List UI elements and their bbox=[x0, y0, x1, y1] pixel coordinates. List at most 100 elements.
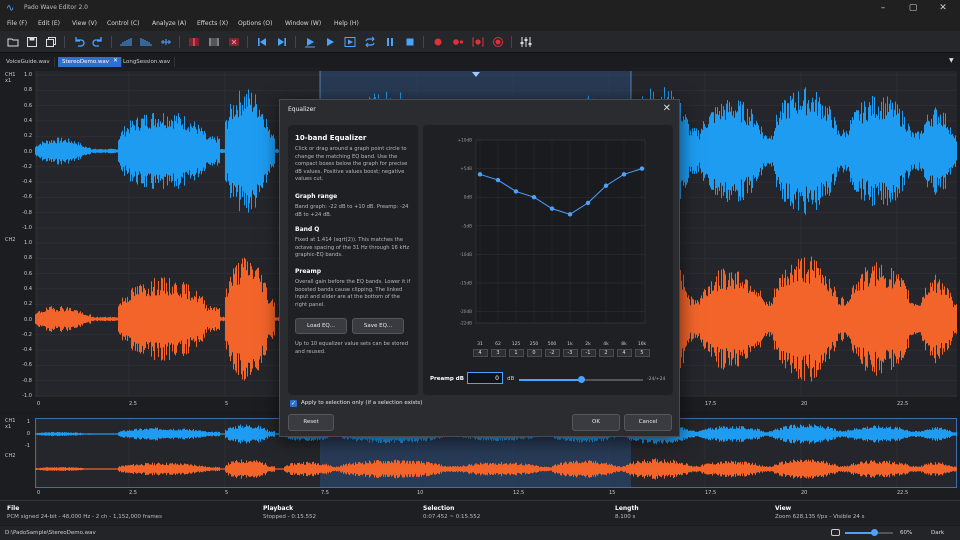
eq-band-value-500[interactable]: -2 bbox=[544, 349, 560, 357]
time-axis-label: 20 bbox=[801, 401, 808, 407]
pause-icon[interactable] bbox=[382, 34, 398, 50]
eq-band-value-16k[interactable]: 5 bbox=[634, 349, 650, 357]
record-selection-icon[interactable] bbox=[470, 34, 486, 50]
zoom-icon[interactable] bbox=[831, 529, 840, 536]
play-selection-icon[interactable] bbox=[342, 34, 358, 50]
status-playback-label: Playback bbox=[263, 505, 294, 512]
fade-out-icon[interactable] bbox=[138, 34, 154, 50]
save-all-icon[interactable] bbox=[43, 34, 59, 50]
open-icon[interactable] bbox=[5, 34, 21, 50]
loop-icon[interactable] bbox=[362, 34, 378, 50]
play-icon[interactable] bbox=[322, 34, 338, 50]
tab-label: StereoDemo.wav bbox=[62, 59, 110, 65]
eq-band-point-16k[interactable] bbox=[639, 166, 645, 171]
eq-band-point-8k[interactable] bbox=[621, 172, 627, 177]
menu-analyze[interactable]: Analyze (A) bbox=[152, 20, 187, 27]
eq-band-point-500[interactable] bbox=[549, 206, 555, 211]
tab-list-chevron-down-icon[interactable]: ▼ bbox=[949, 57, 954, 64]
redo-icon[interactable] bbox=[90, 34, 106, 50]
tab-longsession[interactable]: LongSession.wav bbox=[119, 57, 176, 67]
tab-voiceguide[interactable]: VoiceGuide.wav bbox=[2, 57, 55, 67]
maximize-icon[interactable]: ▢ bbox=[908, 3, 918, 13]
play-from-start-icon[interactable] bbox=[302, 34, 318, 50]
dialog-title: Equalizer bbox=[288, 106, 316, 113]
waveform-trace bbox=[35, 458, 957, 480]
save-eq-button[interactable]: Save EQ... bbox=[352, 318, 404, 334]
eq-y-tick-label: +10dB bbox=[458, 138, 472, 143]
eq-band-point-31[interactable] bbox=[477, 172, 483, 177]
status-bar: File PCM signed 24-bit - 48,000 Hz - 2 c… bbox=[0, 500, 960, 525]
y-axis-label: 0.8 bbox=[24, 87, 32, 94]
apply-selection-checkbox[interactable]: ✓ bbox=[290, 400, 297, 407]
overview-y-label: 1 bbox=[26, 419, 30, 425]
go-to-start-icon[interactable] bbox=[254, 34, 270, 50]
preamp-input[interactable] bbox=[467, 372, 503, 384]
eq-band-freq-500: 500 bbox=[547, 342, 557, 347]
apply-selection-label[interactable]: Apply to selection only (if a selection … bbox=[301, 400, 423, 406]
eq-band-point-1k[interactable] bbox=[567, 212, 573, 217]
record-stop-icon[interactable] bbox=[490, 34, 506, 50]
cut-icon[interactable] bbox=[186, 34, 202, 50]
y-axis-label: -1.0 bbox=[22, 393, 32, 399]
ch1-label: CH1 bbox=[5, 72, 16, 78]
tab-close-icon[interactable]: ✕ bbox=[113, 57, 119, 64]
eq-band-value-250[interactable]: 0 bbox=[526, 349, 542, 357]
menu-control[interactable]: Control (C) bbox=[107, 20, 140, 27]
toolbar-separator bbox=[423, 36, 424, 48]
dialog-close-icon[interactable]: ✕ bbox=[662, 103, 671, 114]
menu-effects[interactable]: Effects (X) bbox=[197, 20, 229, 27]
trim-icon[interactable] bbox=[206, 34, 222, 50]
eq-band-value-2k[interactable]: -1 bbox=[580, 349, 596, 357]
delete-selection-icon[interactable] bbox=[226, 34, 242, 50]
stop-icon[interactable] bbox=[402, 34, 418, 50]
normalize-icon[interactable] bbox=[158, 34, 174, 50]
menu-edit[interactable]: Edit (E) bbox=[38, 20, 60, 27]
load-eq-button[interactable]: Load EQ... bbox=[295, 318, 347, 334]
cancel-button[interactable]: Cancel bbox=[624, 414, 672, 431]
save-icon[interactable] bbox=[24, 34, 40, 50]
menu-view[interactable]: View (V) bbox=[72, 20, 97, 27]
undo-icon[interactable] bbox=[71, 34, 87, 50]
eq-band-point-2k[interactable] bbox=[585, 200, 591, 206]
store-note: Up to 10 equalizer value sets can be sto… bbox=[295, 341, 408, 355]
minimize-icon[interactable]: – bbox=[880, 3, 886, 13]
eq-band-value-8k[interactable]: 4 bbox=[616, 349, 632, 357]
zoom-slider-thumb[interactable] bbox=[871, 529, 878, 536]
menu-file[interactable]: File (F) bbox=[7, 20, 28, 27]
ok-button[interactable]: OK bbox=[572, 414, 620, 431]
app-logo-icon: ∿ bbox=[6, 3, 15, 14]
menu-window[interactable]: Window (W) bbox=[285, 20, 322, 27]
y-axis-label: 0.6 bbox=[24, 270, 32, 277]
go-to-end-icon[interactable] bbox=[274, 34, 290, 50]
record-icon[interactable] bbox=[430, 34, 446, 50]
eq-band-point-125[interactable] bbox=[513, 189, 519, 194]
eq-band-value-31[interactable]: 4 bbox=[472, 349, 488, 357]
tab-stereodemo[interactable]: StereoDemo.wav bbox=[58, 57, 123, 67]
eq-band-point-250[interactable] bbox=[531, 194, 537, 200]
close-icon[interactable]: ✕ bbox=[939, 3, 947, 13]
fade-in-icon[interactable] bbox=[118, 34, 134, 50]
menu-help[interactable]: Help (H) bbox=[334, 20, 359, 27]
y-axis-label: -0.6 bbox=[22, 194, 32, 201]
zoom-level: 60% bbox=[900, 530, 913, 536]
eq-band-point-4k[interactable] bbox=[603, 183, 609, 188]
eq-band-freq-1k: 1k bbox=[567, 342, 573, 347]
y-axis-label: 0.0 bbox=[24, 316, 32, 323]
reset-button[interactable]: Reset bbox=[288, 414, 334, 431]
eq-band-value-62[interactable]: 3 bbox=[490, 349, 506, 357]
eq-band-point-62[interactable] bbox=[495, 177, 501, 183]
theme-label[interactable]: Dark bbox=[931, 530, 945, 536]
eq-graph[interactable]: +10dB +5dB 0dB -5dB -10dB -15dB -20dB -22dB bbox=[423, 125, 673, 340]
eq-graph-panel: +10dB +5dB 0dB -5dB -10dB -15dB -20dB -22dB Pre… bbox=[423, 125, 673, 395]
menu-options[interactable]: Options (O) bbox=[238, 20, 273, 27]
playhead-marker[interactable] bbox=[472, 72, 480, 77]
y-axis-label: -1.0 bbox=[22, 225, 32, 231]
zoom-slider-track[interactable] bbox=[845, 532, 893, 534]
record-append-icon[interactable] bbox=[450, 34, 466, 50]
eq-band-value-1k[interactable]: -3 bbox=[562, 349, 578, 357]
title-bar: ∿ Pado Wave Editor 2.0 – ▢ ✕ bbox=[0, 0, 960, 17]
equalizer-icon[interactable] bbox=[518, 34, 534, 50]
eq-band-value-4k[interactable]: 2 bbox=[598, 349, 614, 357]
preamp-slider-thumb[interactable] bbox=[577, 376, 585, 383]
eq-band-value-125[interactable]: 1 bbox=[508, 349, 524, 357]
